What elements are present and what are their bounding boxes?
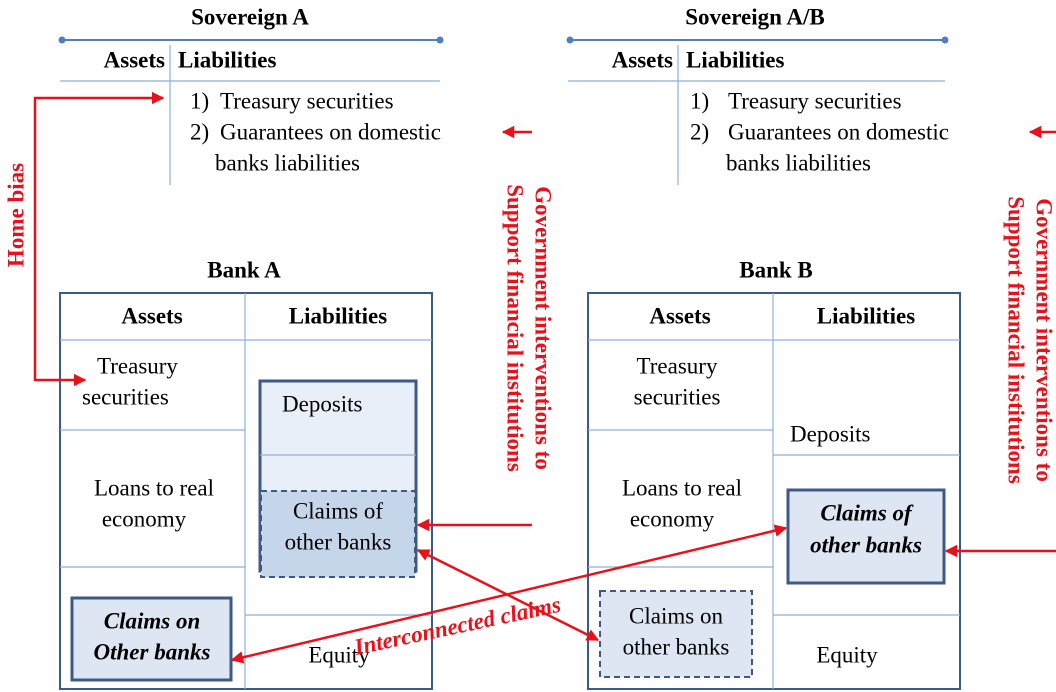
bank-b: Bank B Assets Liabilities Treasury secur… xyxy=(587,257,961,690)
bank-a: Bank A Assets Liabilities Treasury secur… xyxy=(59,257,433,690)
cell: economy xyxy=(102,506,187,531)
interconnection-arrow xyxy=(230,524,788,664)
assets-header: Assets xyxy=(649,303,710,328)
liabilities-header: Liabilities xyxy=(817,303,915,328)
item: banks liabilities xyxy=(726,150,871,175)
home-bias-arrow xyxy=(33,91,165,387)
cell: Treasury xyxy=(637,353,718,378)
intervention-label: Support financial institutions xyxy=(1004,196,1029,484)
cell: other banks xyxy=(285,529,392,554)
cell: Deposits xyxy=(282,391,363,416)
sovereign-ab: Sovereign A/B Assets Liabilities 1) Trea… xyxy=(566,4,949,185)
assets-header: Assets xyxy=(121,303,182,328)
dot xyxy=(566,36,574,44)
item-number: 2) xyxy=(190,119,209,144)
item-number: 1) xyxy=(190,88,209,113)
title: Sovereign A xyxy=(191,4,309,29)
title: Bank A xyxy=(207,257,281,282)
liabilities-header: Liabilities xyxy=(686,47,784,72)
intervention-label: Government interventions to xyxy=(1032,198,1056,482)
cell: other banks xyxy=(810,532,922,557)
intervention-label: Government interventions to xyxy=(531,186,556,470)
title: Bank B xyxy=(739,257,813,282)
dot xyxy=(58,36,66,44)
cell: Treasury xyxy=(97,353,178,378)
assets-header: Assets xyxy=(104,47,165,72)
title: Sovereign A/B xyxy=(685,4,825,29)
home-bias-label: Home bias xyxy=(3,163,28,267)
cell: economy xyxy=(630,506,715,531)
item-number: 2) xyxy=(690,119,709,144)
liabilities-header: Liabilities xyxy=(289,303,387,328)
assets-header: Assets xyxy=(612,47,673,72)
claims-box xyxy=(70,596,233,682)
dot xyxy=(941,36,949,44)
cell: securities xyxy=(82,384,169,409)
cell: Claims on xyxy=(629,603,723,628)
frame xyxy=(587,292,961,690)
item: Guarantees on domestic xyxy=(220,119,441,144)
item: Treasury securities xyxy=(220,88,394,113)
cell: Deposits xyxy=(790,421,871,446)
cell: Claims on xyxy=(104,608,201,633)
item: Treasury securities xyxy=(728,88,902,113)
cell: Other banks xyxy=(94,639,211,664)
dot xyxy=(436,36,444,44)
cell: Loans to real xyxy=(94,475,214,500)
sovereign-a: Sovereign A Assets Liabilities 1) Treasu… xyxy=(58,4,444,185)
item: Guarantees on domestic xyxy=(728,119,949,144)
item: banks liabilities xyxy=(215,150,360,175)
intervention-label: Support financial institutions xyxy=(503,184,528,472)
claims-box xyxy=(786,488,946,585)
cell: Loans to real xyxy=(622,475,742,500)
interconnection-label: Interconnected claims xyxy=(351,592,563,660)
cell: other banks xyxy=(623,634,730,659)
cell: securities xyxy=(634,384,721,409)
frame xyxy=(59,292,433,690)
item-number: 1) xyxy=(690,88,709,113)
cell: Claims of xyxy=(820,500,914,525)
cell: Equity xyxy=(816,642,878,667)
cell: Claims of xyxy=(293,498,383,523)
liabilities-header: Liabilities xyxy=(178,47,276,72)
